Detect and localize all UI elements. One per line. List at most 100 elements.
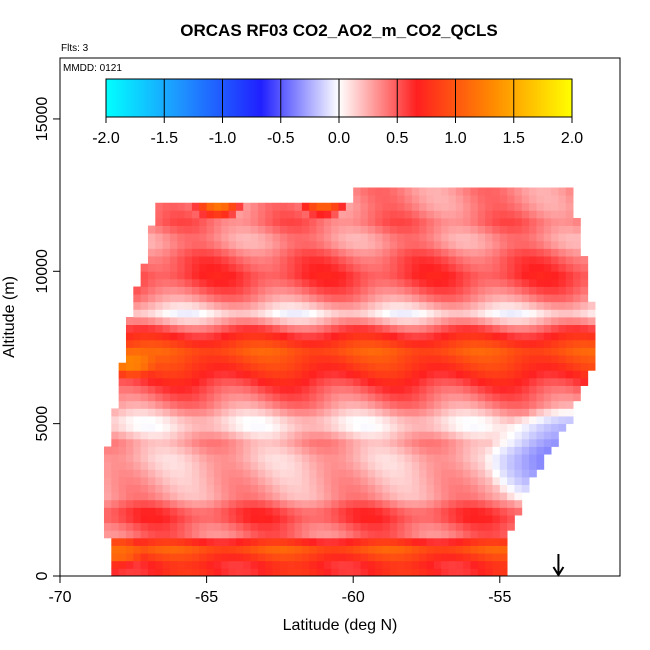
heatmap-cell: [411, 217, 420, 226]
heatmap-cell: [147, 286, 156, 295]
heatmap-cell: [316, 416, 325, 425]
heatmap-cell: [184, 286, 193, 295]
heatmap-cell: [448, 446, 457, 455]
heatmap-cell: [492, 507, 501, 516]
heatmap-cell: [265, 545, 273, 554]
heatmap-cell: [103, 515, 112, 524]
heatmap-cell: [419, 545, 427, 554]
heatmap-cell: [360, 294, 369, 303]
heatmap-cell: [455, 393, 464, 402]
heatmap-cell: [199, 317, 207, 326]
heatmap-cell: [184, 408, 193, 417]
heatmap-cell: [477, 431, 486, 440]
heatmap-cell: [375, 332, 383, 341]
heatmap-cell: [206, 217, 215, 226]
heatmap-cell: [316, 476, 325, 485]
heatmap-cell: [360, 195, 369, 204]
heatmap-cell: [551, 385, 559, 394]
heatmap-cell: [477, 553, 486, 562]
heatmap-cell: [485, 484, 493, 493]
heatmap-cell: [433, 416, 442, 425]
heatmap-cell: [551, 256, 559, 265]
heatmap-cell: [521, 240, 530, 249]
heatmap-cell: [309, 271, 317, 280]
heatmap-cell: [565, 347, 574, 356]
heatmap-cell: [250, 339, 259, 348]
heatmap-cell: [206, 393, 215, 402]
heatmap-cell: [507, 515, 515, 524]
heatmap-cell: [184, 537, 193, 546]
heatmap-cell: [411, 240, 420, 249]
heatmap-cell: [470, 301, 479, 310]
heatmap-cell: [353, 484, 361, 493]
heatmap-cell: [213, 339, 222, 348]
heatmap-cell: [477, 484, 486, 493]
heatmap-cell: [345, 438, 354, 447]
heatmap-cell: [257, 438, 266, 447]
heatmap-cell: [485, 210, 493, 219]
heatmap-cell: [397, 317, 405, 326]
heatmap-cell: [235, 537, 244, 546]
heatmap-cell: [279, 294, 288, 303]
heatmap-cell: [184, 507, 193, 516]
heatmap-cell: [221, 431, 229, 440]
heatmap-cell: [411, 499, 420, 508]
heatmap-cell: [250, 385, 259, 394]
heatmap-cell: [536, 332, 545, 341]
heatmap-cell: [184, 347, 193, 356]
heatmap-cell: [375, 408, 383, 417]
heatmap-cell: [133, 393, 142, 402]
heatmap-cell: [470, 370, 479, 379]
heatmap-cell: [147, 309, 156, 318]
heatmap-cell: [221, 484, 229, 493]
heatmap-cell: [558, 217, 567, 226]
heatmap-cell: [367, 476, 376, 485]
heatmap-cell: [316, 233, 325, 242]
heatmap-cell: [111, 469, 120, 478]
heatmap-cell: [147, 553, 156, 562]
heatmap-cell: [543, 385, 552, 394]
heatmap-cell: [477, 499, 486, 508]
heatmap-cell: [404, 263, 413, 272]
heatmap-cell: [279, 408, 288, 417]
heatmap-cell: [492, 492, 501, 501]
heatmap-cell: [353, 385, 361, 394]
heatmap-cell: [573, 355, 581, 364]
heatmap-cell: [169, 294, 178, 303]
heatmap-cell: [529, 339, 537, 348]
heatmap-cell: [221, 461, 229, 470]
heatmap-cell: [338, 225, 347, 234]
heatmap-cell: [331, 560, 339, 569]
heatmap-cell: [382, 263, 391, 272]
heatmap-cell: [235, 416, 244, 425]
heatmap-cell: [323, 286, 332, 295]
heatmap-cell: [265, 370, 273, 379]
heatmap-cell: [323, 454, 332, 463]
heatmap-cell: [140, 332, 149, 341]
y-tick-label: 15000: [34, 97, 51, 142]
heatmap-cell: [294, 347, 303, 356]
heatmap-cell: [287, 225, 295, 234]
heatmap-cell: [155, 362, 164, 371]
heatmap-cell: [419, 332, 427, 341]
heatmap-cell: [375, 210, 383, 219]
heatmap-cell: [206, 362, 215, 371]
heatmap-cell: [426, 499, 435, 508]
heatmap-cell: [316, 446, 325, 455]
heatmap-cell: [287, 332, 295, 341]
heatmap-cell: [441, 339, 449, 348]
heatmap-cell: [338, 256, 347, 265]
heatmap-cell: [426, 507, 435, 516]
heatmap-cell: [279, 522, 288, 531]
heatmap-cell: [404, 217, 413, 226]
heatmap-cell: [367, 278, 376, 287]
heatmap-cell: [243, 240, 251, 249]
heatmap-cell: [323, 339, 332, 348]
heatmap-cell: [411, 278, 420, 287]
heatmap-cell: [441, 385, 449, 394]
heatmap-cell: [382, 537, 391, 546]
heatmap-cell: [448, 408, 457, 417]
heatmap-cell: [441, 225, 449, 234]
heatmap-cell: [228, 469, 237, 478]
heatmap-cell: [485, 377, 493, 386]
